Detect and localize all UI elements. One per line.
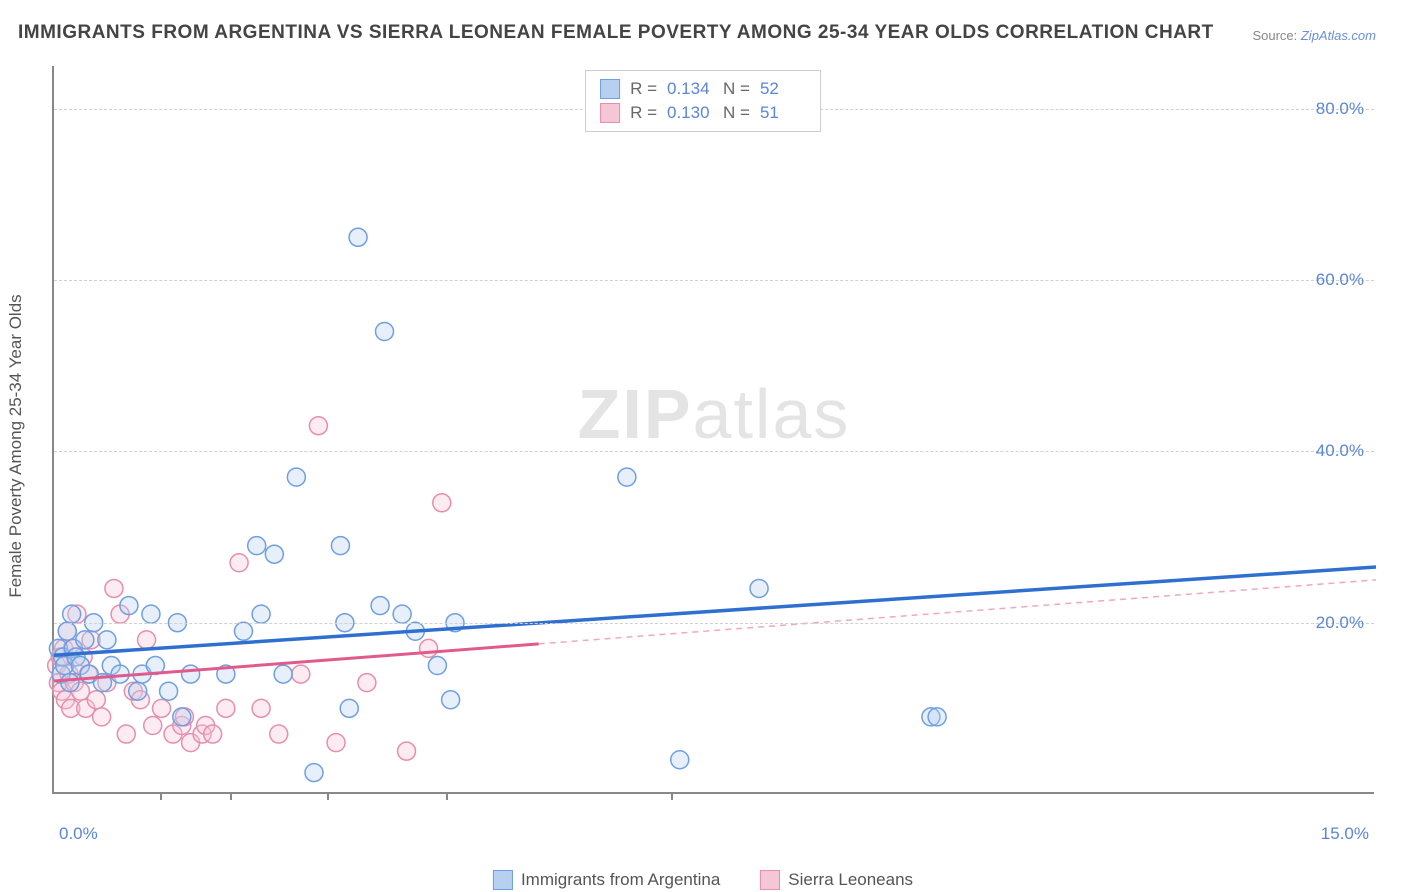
data-point	[428, 657, 446, 675]
data-point	[217, 699, 235, 717]
data-point	[129, 682, 147, 700]
data-point	[331, 537, 349, 555]
data-point	[287, 468, 305, 486]
data-point	[98, 631, 116, 649]
stats-legend-box: R = 0.134 N = 52 R = 0.130 N = 51	[585, 70, 821, 132]
x-tick	[671, 792, 673, 800]
data-point	[105, 579, 123, 597]
data-point	[265, 545, 283, 563]
data-point	[376, 323, 394, 341]
y-tick-label: 80.0%	[1316, 99, 1364, 119]
legend-bottom: Immigrants from Argentina Sierra Leonean…	[493, 870, 913, 890]
x-tick	[327, 792, 329, 800]
data-point	[173, 708, 191, 726]
data-point	[305, 764, 323, 782]
data-point	[292, 665, 310, 683]
gridline	[54, 451, 1374, 452]
x-tick	[160, 792, 162, 800]
data-point	[182, 665, 200, 683]
data-point	[120, 597, 138, 615]
data-point	[371, 597, 389, 615]
legend-label-1: Sierra Leoneans	[788, 870, 913, 890]
y-tick-label: 60.0%	[1316, 270, 1364, 290]
stat-r-value-1: 0.130	[667, 103, 713, 123]
data-point	[204, 725, 222, 743]
legend-item-0: Immigrants from Argentina	[493, 870, 720, 890]
data-point	[144, 716, 162, 734]
stat-n-label: N =	[723, 79, 750, 99]
data-point	[327, 734, 345, 752]
x-tick	[446, 792, 448, 800]
y-axis-title: Female Poverty Among 25-34 Year Olds	[6, 294, 26, 597]
data-point	[58, 622, 76, 640]
y-tick-label: 40.0%	[1316, 441, 1364, 461]
swatch-series-1	[600, 103, 620, 123]
stats-row-1: R = 0.130 N = 51	[600, 101, 806, 125]
data-point	[349, 228, 367, 246]
data-point	[928, 708, 946, 726]
data-point	[63, 605, 81, 623]
data-point	[398, 742, 416, 760]
data-point	[671, 751, 689, 769]
chart-svg	[54, 66, 1374, 792]
data-point	[153, 699, 171, 717]
data-point	[358, 674, 376, 692]
data-point	[420, 639, 438, 657]
source-attribution: Source: ZipAtlas.com	[1252, 28, 1376, 43]
gridline	[54, 280, 1374, 281]
data-point	[340, 699, 358, 717]
stat-n-value-0: 52	[760, 79, 806, 99]
data-point	[138, 631, 156, 649]
data-point	[93, 708, 111, 726]
data-point	[442, 691, 460, 709]
data-point	[160, 682, 178, 700]
source-link[interactable]: ZipAtlas.com	[1301, 28, 1376, 43]
legend-swatch-0	[493, 870, 513, 890]
regression-line-extrapolated	[539, 580, 1376, 644]
stat-n-value-1: 51	[760, 103, 806, 123]
source-prefix: Source:	[1252, 28, 1300, 43]
data-point	[274, 665, 292, 683]
data-point	[61, 674, 79, 692]
plot-area: ZIPatlas 20.0%40.0%60.0%80.0%0.0%15.0%	[52, 66, 1374, 794]
x-tick-label: 15.0%	[1321, 824, 1369, 844]
x-tick-label: 0.0%	[59, 824, 98, 844]
gridline	[54, 623, 1374, 624]
stats-row-0: R = 0.134 N = 52	[600, 77, 806, 101]
data-point	[750, 579, 768, 597]
swatch-series-0	[600, 79, 620, 99]
data-point	[117, 725, 135, 743]
data-point	[87, 691, 105, 709]
stat-r-value-0: 0.134	[667, 79, 713, 99]
data-point	[252, 699, 270, 717]
legend-swatch-1	[760, 870, 780, 890]
data-point	[234, 622, 252, 640]
data-point	[142, 605, 160, 623]
legend-item-1: Sierra Leoneans	[760, 870, 913, 890]
stat-n-label: N =	[723, 103, 750, 123]
data-point	[76, 631, 94, 649]
chart-title: IMMIGRANTS FROM ARGENTINA VS SIERRA LEON…	[18, 22, 1214, 44]
data-point	[252, 605, 270, 623]
x-tick	[230, 792, 232, 800]
data-point	[230, 554, 248, 572]
stat-r-label: R =	[630, 103, 657, 123]
data-point	[393, 605, 411, 623]
data-point	[433, 494, 451, 512]
data-point	[248, 537, 266, 555]
y-tick-label: 20.0%	[1316, 613, 1364, 633]
legend-label-0: Immigrants from Argentina	[521, 870, 720, 890]
data-point	[270, 725, 288, 743]
data-point	[309, 417, 327, 435]
stat-r-label: R =	[630, 79, 657, 99]
data-point	[618, 468, 636, 486]
